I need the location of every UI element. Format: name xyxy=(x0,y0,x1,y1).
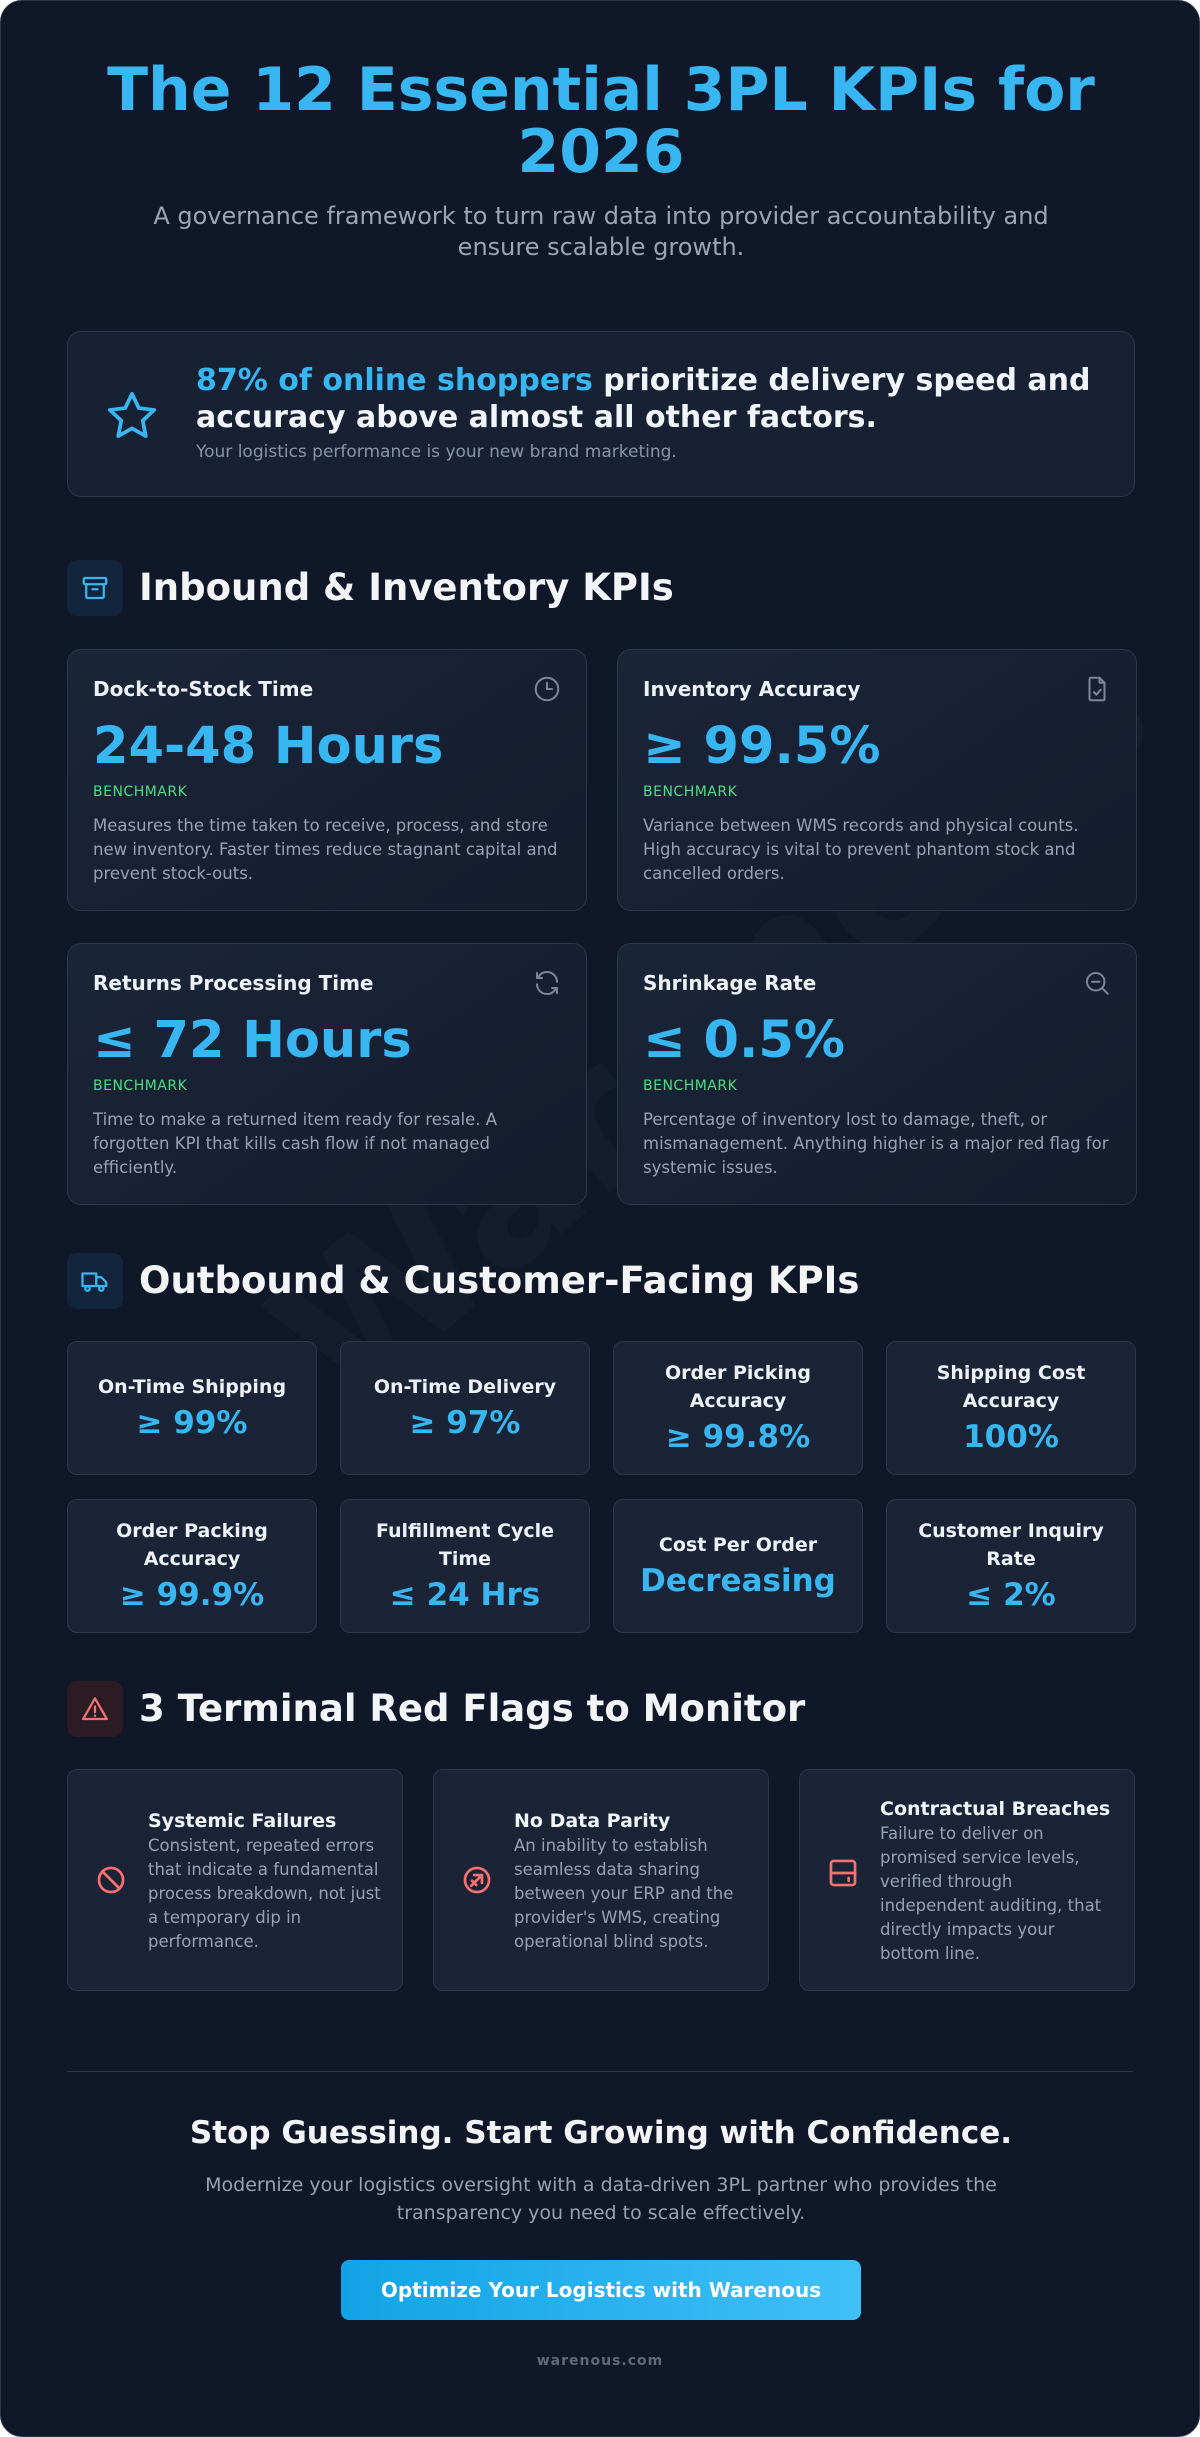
kpi-description: Measures the time taken to receive, proc… xyxy=(93,816,558,883)
kpi-name: Dock-to-Stock Time xyxy=(93,677,314,701)
red-flag-title: No Data Parity xyxy=(514,1810,671,1832)
kpi-card-on-time-delivery: On-Time Delivery ≥ 97% xyxy=(340,1341,590,1475)
truck-icon xyxy=(67,1253,123,1309)
kpi-name: On-Time Shipping xyxy=(97,1376,287,1398)
kpi-value: ≥ 99.9% xyxy=(119,1577,265,1613)
red-flag-description: Consistent, repeated errors that indicat… xyxy=(148,1836,381,1951)
kpi-card-returns-processing: Returns Processing Time ≤ 72 Hours BENCH… xyxy=(67,943,587,1205)
section-heading: Outbound & Customer-Facing KPIs xyxy=(139,1259,860,1302)
page-title: The 12 Essential 3PL KPIs for 2026 xyxy=(107,55,1095,187)
server-icon xyxy=(829,1859,857,1887)
red-flag-card-no-data-parity: No Data Parity An inability to establish… xyxy=(433,1769,769,1991)
kpi-name: Order Picking Accuracy xyxy=(665,1362,811,1412)
kpi-name: Shrinkage Rate xyxy=(643,971,817,995)
red-flag-title: Systemic Failures xyxy=(148,1810,337,1832)
kpi-value: ≥ 97% xyxy=(409,1405,521,1441)
kpi-card-order-picking-accuracy: Order Picking Accuracy ≥ 99.8% xyxy=(613,1341,863,1475)
kpi-name: Customer Inquiry Rate xyxy=(918,1520,1104,1570)
benchmark-label: BENCHMARK xyxy=(93,1078,188,1094)
clock-icon xyxy=(534,676,560,702)
kpi-card-order-packing-accuracy: Order Packing Accuracy ≥ 99.9% xyxy=(67,1499,317,1633)
broken-link-icon xyxy=(463,1866,491,1894)
kpi-name: Cost Per Order xyxy=(658,1534,818,1556)
optimize-logistics-button[interactable]: Optimize Your Logistics with Warenous xyxy=(341,2260,861,2320)
kpi-value: ≤ 0.5% xyxy=(643,1011,845,1070)
kpi-card-on-time-shipping: On-Time Shipping ≥ 99% xyxy=(67,1341,317,1475)
kpi-value: ≤ 2% xyxy=(966,1577,1056,1613)
kpi-card-fulfillment-cycle-time: Fulfillment Cycle Time ≤ 24 Hrs xyxy=(340,1499,590,1633)
file-check-icon xyxy=(1088,676,1106,702)
warning-triangle-icon xyxy=(67,1681,123,1737)
ban-icon xyxy=(97,1866,125,1894)
kpi-value: ≥ 99.8% xyxy=(665,1419,811,1455)
kpi-name: Fulfillment Cycle Time xyxy=(375,1520,555,1570)
cta-title: Stop Guessing. Start Growing with Confid… xyxy=(189,2115,1013,2151)
kpi-name: Order Packing Accuracy xyxy=(116,1520,268,1570)
hero-stat-highlight: 87% of online shoppers xyxy=(196,363,593,398)
kpi-value: 24-48 Hours xyxy=(93,717,444,776)
kpi-value: ≤ 24 Hrs xyxy=(389,1577,541,1613)
benchmark-label: BENCHMARK xyxy=(93,784,188,800)
kpi-card-shipping-cost-accuracy: Shipping Cost Accuracy 100% xyxy=(886,1341,1136,1475)
hero-stat-text: 87% of online shoppers prioritize delive… xyxy=(196,362,1116,436)
kpi-value: Decreasing xyxy=(640,1563,836,1599)
red-flag-description: An inability to establish seamless data … xyxy=(514,1836,734,1951)
red-flag-card-contractual-breaches: Contractual Breaches Failure to deliver … xyxy=(799,1769,1135,1991)
kpi-description: Variance between WMS records and physica… xyxy=(643,816,1079,883)
kpi-description: Percentage of inventory lost to damage, … xyxy=(643,1110,1109,1177)
kpi-name: Shipping Cost Accuracy xyxy=(936,1362,1086,1412)
hero-stat-card: 87% of online shoppers prioritize delive… xyxy=(67,331,1135,497)
kpi-name: Inventory Accuracy xyxy=(643,677,861,701)
benchmark-label: BENCHMARK xyxy=(643,1078,738,1094)
divider xyxy=(67,2071,1133,2072)
archive-box-icon xyxy=(67,560,123,616)
kpi-name: On-Time Delivery xyxy=(373,1376,557,1398)
red-flag-card-systemic-failures: Systemic Failures Consistent, repeated e… xyxy=(67,1769,403,1991)
kpi-description: Time to make a returned item ready for r… xyxy=(93,1110,498,1177)
hero-stat-rest: prioritize delivery speed and accuracy a… xyxy=(196,363,1091,435)
kpi-value: ≥ 99% xyxy=(136,1405,248,1441)
page-subtitle: A governance framework to turn raw data … xyxy=(153,202,1049,261)
kpi-name: Returns Processing Time xyxy=(93,971,374,995)
kpi-value: ≥ 99.5% xyxy=(643,717,881,776)
kpi-card-shrinkage-rate: Shrinkage Rate ≤ 0.5% BENCHMARK Percenta… xyxy=(617,943,1137,1205)
refresh-icon xyxy=(536,970,558,996)
kpi-card-customer-inquiry-rate: Customer Inquiry Rate ≤ 2% xyxy=(886,1499,1136,1633)
hero-note: Your logistics performance is your new b… xyxy=(196,442,677,462)
benchmark-label: BENCHMARK xyxy=(643,784,738,800)
red-flag-description: Failure to deliver on promised service l… xyxy=(880,1824,1102,1963)
footer-link[interactable]: warenous.com xyxy=(536,2353,664,2369)
red-flag-title: Contractual Breaches xyxy=(880,1798,1111,1820)
zoom-out-icon xyxy=(1086,972,1109,995)
kpi-value: 100% xyxy=(963,1419,1059,1455)
section-heading: 3 Terminal Red Flags to Monitor xyxy=(139,1687,806,1730)
section-heading: Inbound & Inventory KPIs xyxy=(139,566,674,609)
kpi-card-cost-per-order: Cost Per Order Decreasing xyxy=(613,1499,863,1633)
kpi-card-inventory-accuracy: Inventory Accuracy ≥ 99.5% BENCHMARK Var… xyxy=(617,649,1137,911)
star-icon xyxy=(107,391,157,438)
kpi-card-dock-to-stock: Dock-to-Stock Time 24-48 Hours BENCHMARK… xyxy=(67,649,587,911)
kpi-value: ≤ 72 Hours xyxy=(93,1011,412,1070)
cta-subtitle: Modernize your logistics oversight with … xyxy=(205,2174,997,2224)
